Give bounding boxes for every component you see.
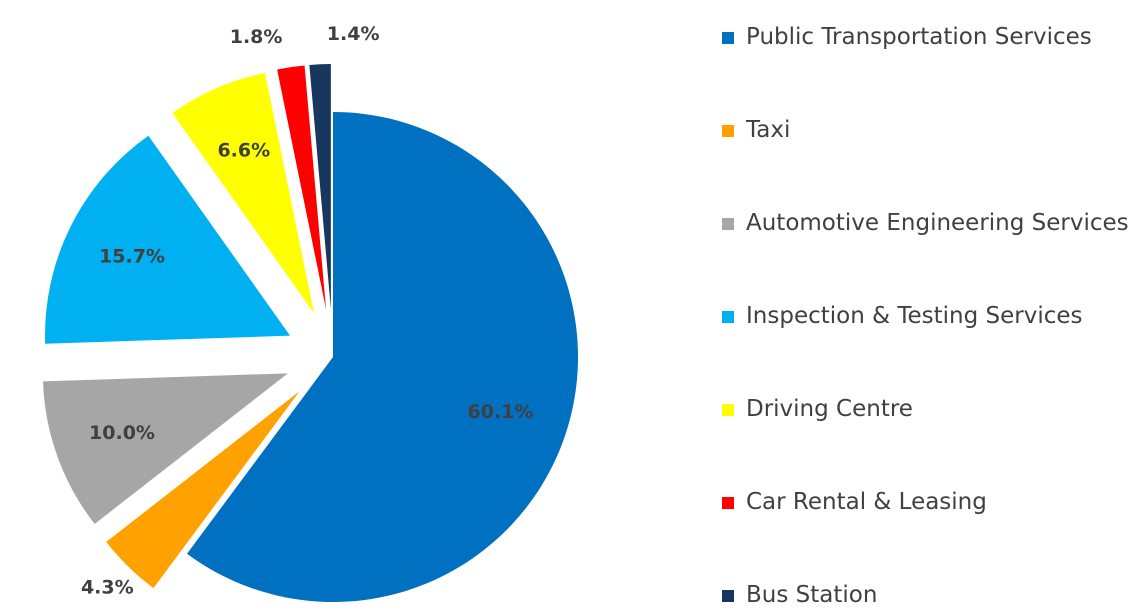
data-label: 60.1% [468, 401, 534, 423]
data-label: 10.0% [89, 422, 155, 444]
data-label: 15.7% [99, 246, 165, 268]
legend-item: Public Transportation Services [720, 22, 1128, 53]
legend-item: Car Rental & Leasing [720, 487, 1128, 518]
legend-label: Driving Centre [746, 396, 913, 422]
pie-slice [43, 373, 288, 524]
pie: 60.1% 4.3% 10.0% 15.7% 6.6% 1.8% 1.4% [43, 23, 579, 602]
pie-slice [45, 135, 291, 344]
pie-slice [277, 65, 327, 310]
data-label: 1.4% [327, 23, 380, 45]
pie-slice [172, 72, 314, 313]
data-label: 6.6% [217, 140, 270, 162]
legend-label: Automotive Engineering Services [746, 210, 1128, 236]
legend-swatch [722, 404, 734, 416]
legend-swatch [722, 311, 734, 323]
legend-item: Automotive Engineering Services [720, 208, 1128, 239]
pie-slice [187, 112, 579, 602]
legend-label: Taxi [746, 117, 791, 143]
legend-label: Public Transportation Services [746, 24, 1092, 50]
legend-swatch [722, 218, 734, 230]
legend-item: Bus Station [720, 580, 1128, 610]
pie-slice [309, 64, 331, 310]
data-label: 1.8% [230, 26, 283, 48]
legend-label: Inspection & Testing Services [746, 303, 1083, 329]
legend-item: Inspection & Testing Services [720, 301, 1128, 332]
legend-label: Bus Station [746, 582, 878, 608]
pie-slice [106, 391, 300, 589]
legend-item: Taxi [720, 115, 1128, 146]
legend-swatch [722, 590, 734, 602]
legend-swatch [722, 497, 734, 509]
legend-item: Driving Centre [720, 394, 1128, 425]
legend-swatch [722, 125, 734, 137]
legend-swatch [722, 32, 734, 44]
legend-label: Car Rental & Leasing [746, 489, 987, 515]
data-label: 4.3% [81, 577, 134, 599]
